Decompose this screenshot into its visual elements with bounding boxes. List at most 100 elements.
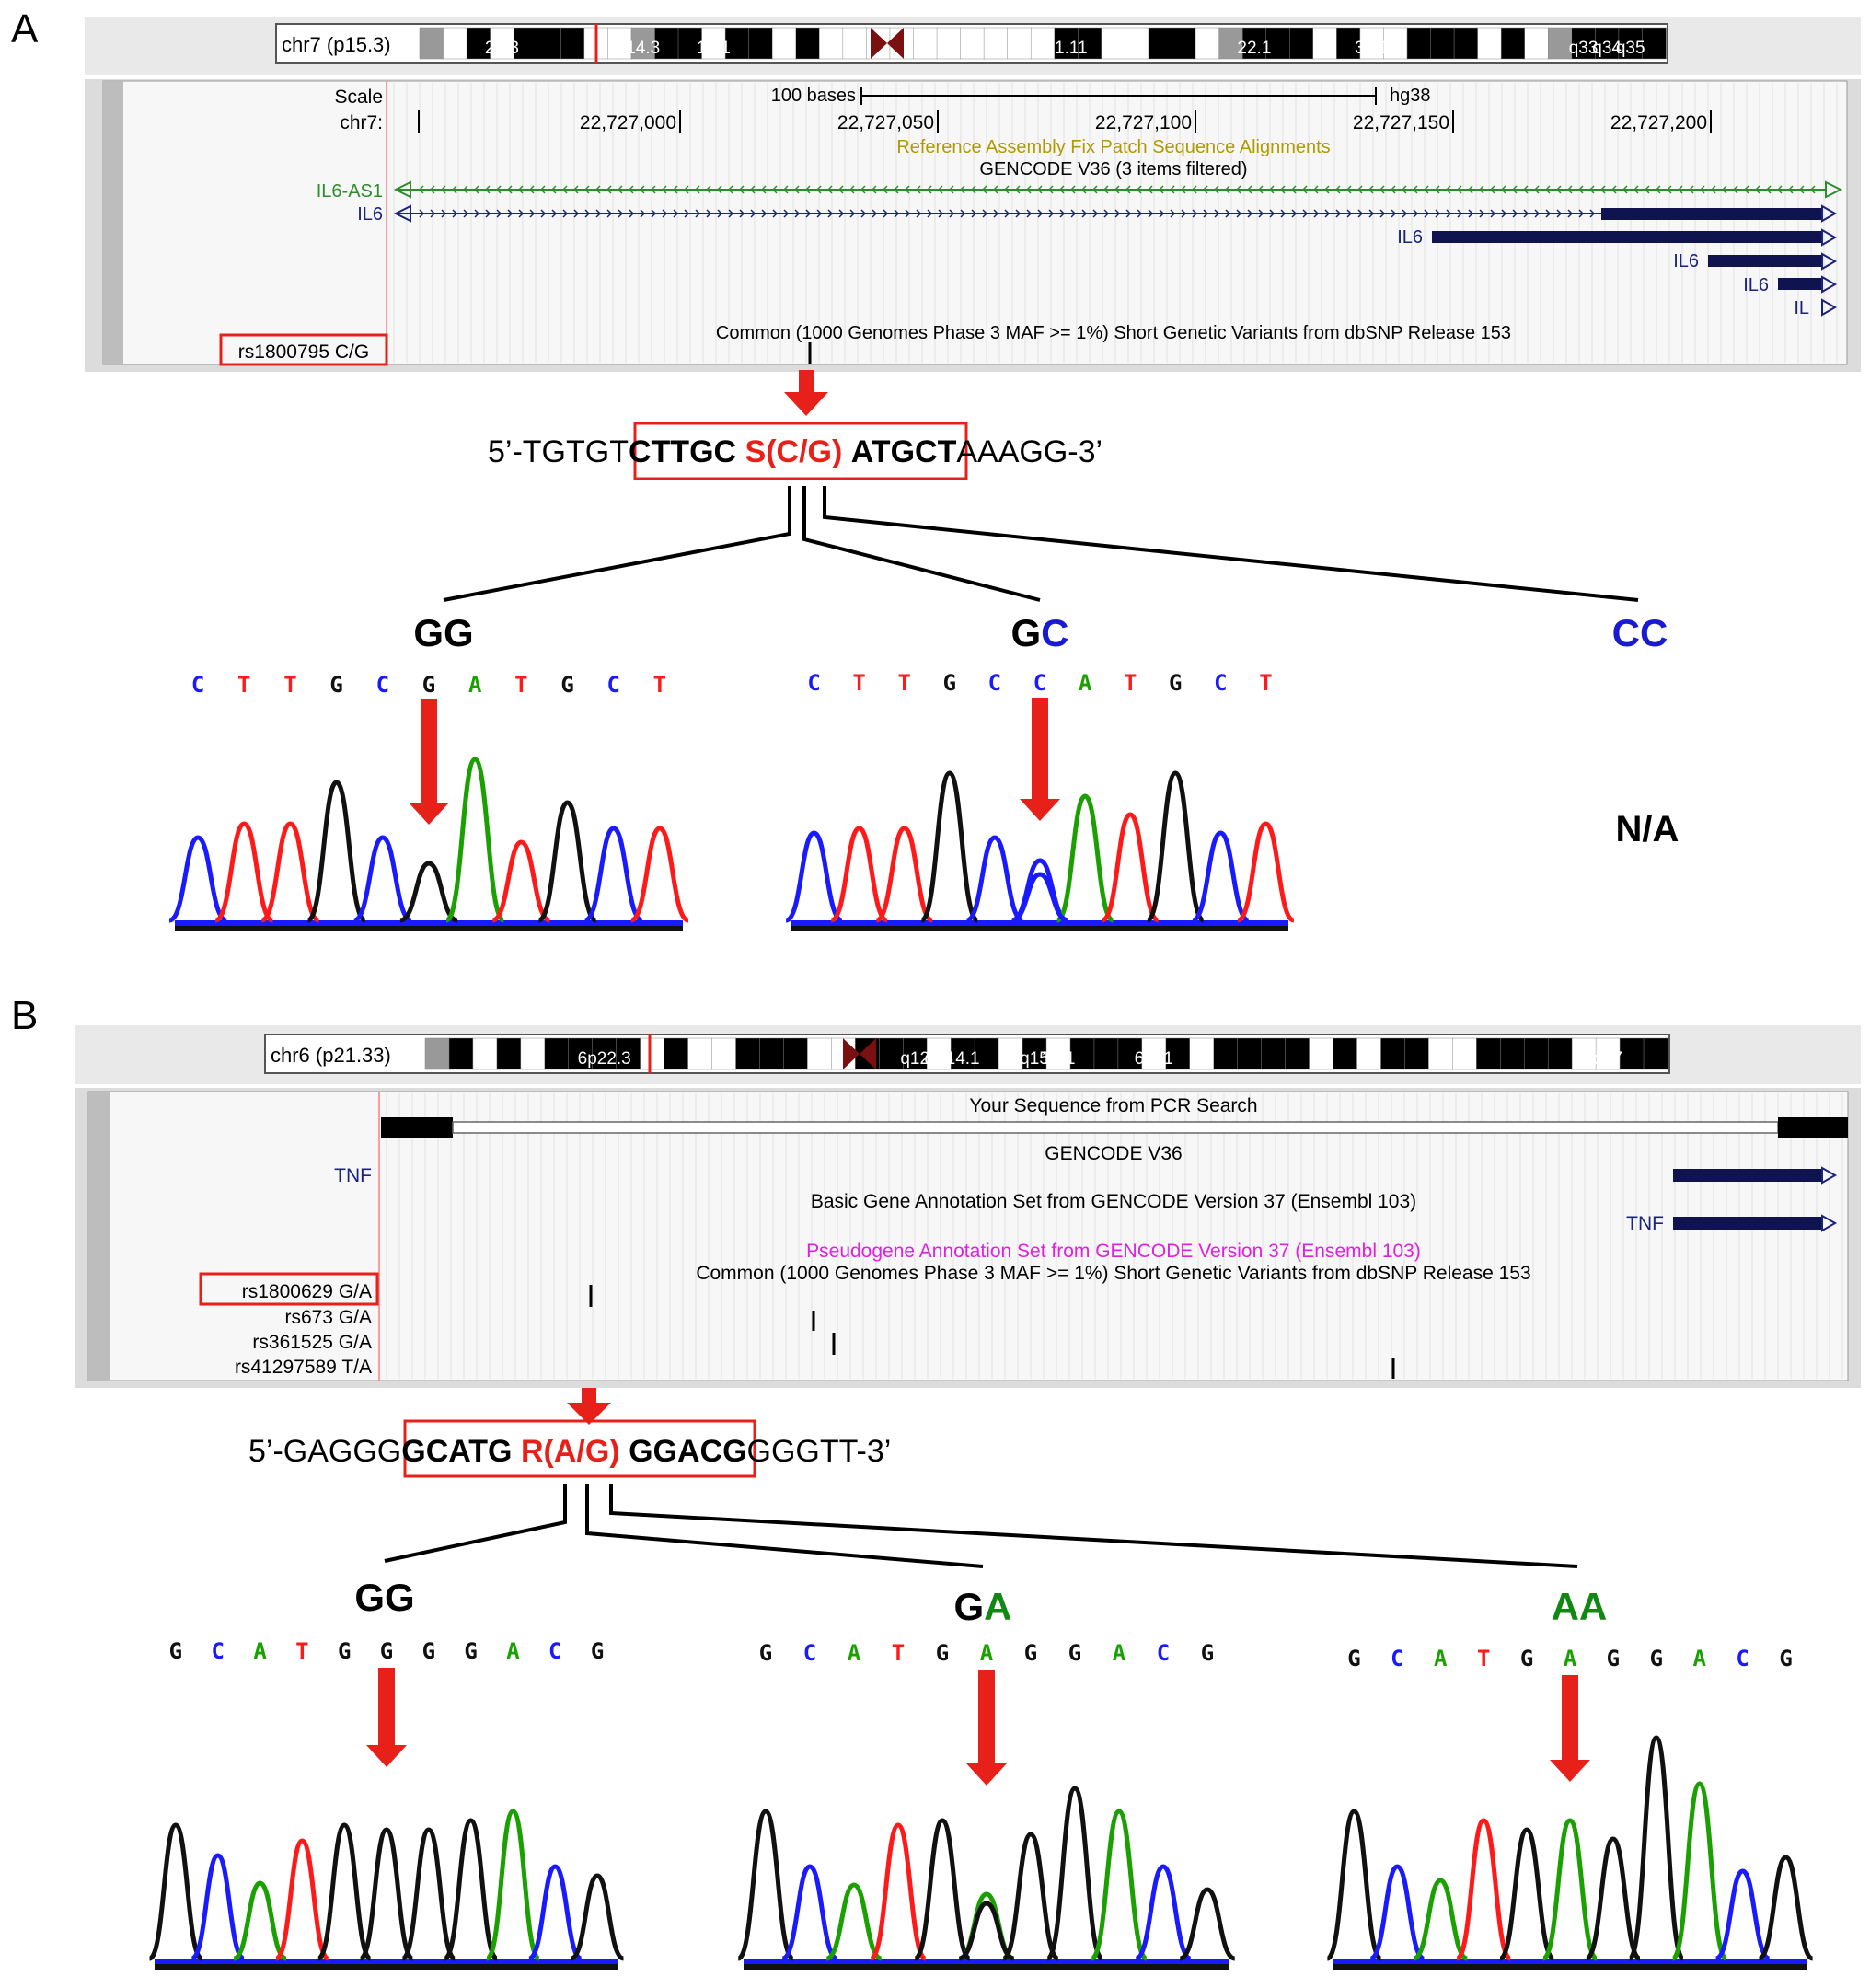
strand-chevron — [1809, 185, 1816, 194]
strand-chevron — [1391, 209, 1397, 218]
base-call: C — [803, 1640, 816, 1666]
base-call: T — [295, 1638, 308, 1664]
position-label: 22,727,100 — [1095, 112, 1192, 133]
strand-chevron — [1556, 209, 1563, 218]
base-call: C — [1736, 1646, 1749, 1671]
chromatogram-baseline — [791, 920, 1288, 926]
strand-chevron — [1025, 185, 1032, 194]
strand-chevron — [672, 185, 678, 194]
trace-peak — [1325, 1809, 1382, 1961]
base-call: A — [1564, 1646, 1577, 1671]
ideogram-band — [771, 27, 797, 60]
base-call: T — [1124, 670, 1137, 696]
chromatogram-baseline — [1333, 1959, 1807, 1964]
dbsnp-track-label: Common (1000 Genomes Phase 3 MAF >= 1%) … — [696, 1263, 1530, 1284]
ideogram-band — [1477, 27, 1502, 60]
strand-chevron — [960, 209, 966, 218]
snp-arrow-icon — [366, 1745, 407, 1767]
connector-ga — [585, 1484, 984, 1568]
ideogram-band — [1406, 27, 1432, 60]
strand-chevron — [1588, 185, 1595, 194]
trace-peak — [1498, 1827, 1555, 1961]
strand-chevron — [1412, 185, 1418, 194]
ideogram-band — [759, 1037, 785, 1070]
trace-peak — [629, 826, 690, 923]
ideogram-band — [783, 1037, 809, 1070]
base-call: T — [283, 672, 296, 698]
base-call: G — [329, 672, 342, 698]
strand-chevron — [1181, 209, 1187, 218]
track-gridlines — [393, 83, 1838, 363]
strand-chevron — [617, 185, 623, 194]
strand-chevron — [1357, 209, 1364, 218]
strand-chevron — [728, 209, 734, 218]
strand-chevron — [1666, 185, 1672, 194]
base-call: C — [1033, 670, 1046, 696]
strand-chevron — [1080, 185, 1087, 194]
ideogram-band — [1078, 27, 1102, 60]
track-side-handle[interactable] — [88, 1092, 110, 1381]
strand-chevron — [1136, 185, 1142, 194]
track-side-handle[interactable] — [103, 81, 123, 364]
trace-peak — [274, 1838, 330, 1961]
gene-label-tnf-2: TNF — [1626, 1213, 1664, 1234]
genotype-label-gc: GC — [1010, 611, 1068, 654]
base-call: G — [1347, 1646, 1360, 1671]
ideogram-band — [490, 27, 514, 60]
strand-chevron — [1159, 209, 1165, 218]
strand-chevron — [661, 185, 667, 194]
snp-arrow-icon — [966, 1763, 1007, 1786]
strand-chevron — [1699, 185, 1705, 194]
strand-chevron — [849, 209, 856, 218]
snp-highlight-box — [199, 1272, 379, 1306]
trace-peak — [190, 1853, 246, 1961]
strand-chevron — [1014, 185, 1021, 194]
sequence-right: ATGCT — [851, 434, 957, 469]
pcr-block-left — [381, 1117, 453, 1138]
strand-chevron — [419, 209, 425, 218]
assembly-label: hg38 — [1390, 86, 1431, 106]
trace-peak — [233, 1880, 288, 1961]
trace-peak — [401, 1827, 456, 1961]
strand-chevron — [1148, 209, 1154, 218]
sequence-snp: S(C/G) — [745, 434, 843, 469]
strand-chevron — [1258, 209, 1264, 218]
strand-chevron — [1214, 209, 1220, 218]
ideogram-band — [1428, 1037, 1454, 1070]
ideogram-band — [1141, 1037, 1167, 1070]
base-call: G — [1779, 1646, 1792, 1671]
strand-chevron — [473, 185, 479, 194]
base-call: G — [380, 1638, 393, 1664]
strand-chevron — [1257, 185, 1264, 194]
ideogram-band — [1007, 27, 1032, 60]
ideogram-band — [1237, 1037, 1263, 1070]
strand-chevron — [915, 185, 921, 194]
genotype-label-gg: GG — [354, 1576, 414, 1619]
strand-chevron — [1500, 185, 1506, 194]
strand-chevron — [793, 185, 800, 194]
strand-chevron — [1776, 185, 1783, 194]
gene-tnf-end-marker — [1821, 1166, 1838, 1185]
scale-label: Scale — [334, 87, 383, 108]
strand-chevron — [1301, 185, 1308, 194]
ideogram-band-label: 14.1 — [697, 39, 731, 58]
strand-chevron — [871, 185, 877, 194]
strand-chevron — [440, 185, 446, 194]
snp-arrow-icon — [1550, 1760, 1590, 1782]
strand-chevron — [1567, 209, 1574, 218]
ideogram-band-label: q35 — [1616, 39, 1645, 58]
strand-chevron — [981, 185, 987, 194]
trace-peak — [1056, 793, 1114, 923]
strand-chevron — [1622, 185, 1628, 194]
sequence-highlight-box — [633, 422, 968, 480]
strand-chevron — [882, 185, 888, 194]
ideogram-band — [1595, 1037, 1621, 1070]
base-call: C — [376, 672, 389, 698]
strand-chevron — [1268, 185, 1275, 194]
ideogram-band — [1595, 27, 1620, 60]
strand-chevron — [1390, 185, 1396, 194]
trace-peak — [1236, 821, 1296, 923]
ideogram-band — [560, 27, 585, 60]
strand-chevron — [1170, 209, 1176, 218]
